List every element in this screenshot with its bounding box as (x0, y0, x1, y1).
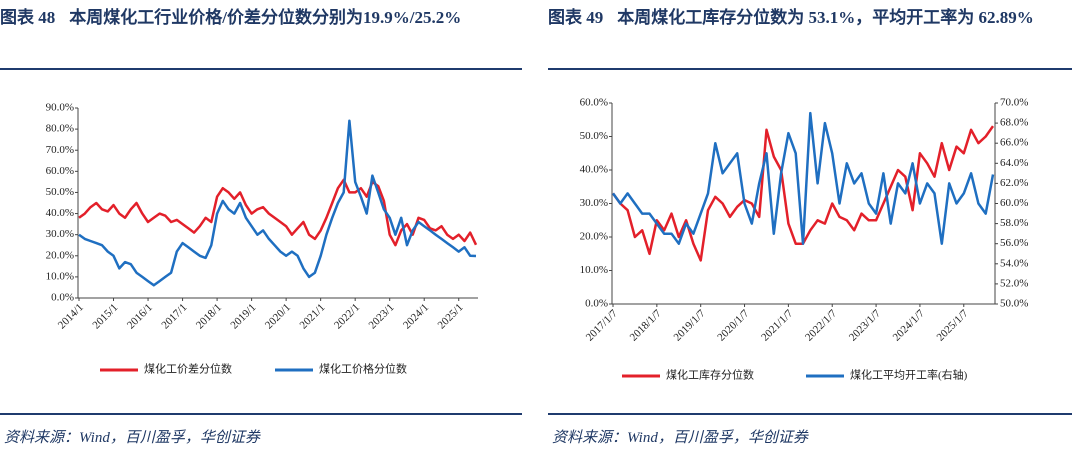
x-tick-label: 2015/1 (90, 301, 120, 331)
y2-tick-label: 52.0% (1000, 277, 1028, 289)
y2-tick-label: 68.0% (1000, 117, 1028, 129)
y2-tick-label: 70.0% (1000, 97, 1028, 109)
rule (548, 68, 1072, 70)
panel: 图表 49 本周煤化工库存分位数为 53.1%，平均开工率为 62.89% 0.0… (548, 0, 1072, 450)
series-line (611, 111, 995, 245)
y2-tick-label: 62.0% (1000, 177, 1028, 189)
y2-tick-label: 60.0% (1000, 197, 1028, 209)
y2-tick-label: 50.0% (1000, 298, 1028, 310)
y2-tick-label: 54.0% (1000, 257, 1028, 269)
chart: 0.0% 10.0% 20.0% 30.0% 40.0% 50.0% 60.0% 50.0% 5… (580, 97, 1029, 382)
x-tick-label: 2018/1/7 (628, 307, 664, 343)
y-tick-label: 40.0% (580, 164, 608, 176)
x-tick-label: 2017/1 (159, 301, 189, 331)
y-tick-label: 30.0% (580, 197, 608, 209)
series-line (78, 178, 478, 247)
y-tick-label: 10.0% (580, 264, 608, 276)
y-tick-label: 90.0% (46, 102, 74, 114)
legend-label: 煤化工库存分位数 (666, 368, 754, 382)
y-tick-label: 50.0% (580, 130, 608, 142)
series-line (78, 119, 477, 287)
y2-tick-label: 56.0% (1000, 237, 1028, 249)
y-tick-label: 50.0% (46, 186, 74, 198)
x-tick-label: 2016/1 (125, 301, 155, 331)
y-tick-label: 40.0% (46, 207, 74, 219)
x-tick-label: 2022/1/7 (803, 307, 839, 343)
y-tick-label: 10.0% (46, 270, 74, 282)
x-tick-label: 2024/1 (401, 301, 431, 331)
x-tick-label: 2019/1 (228, 301, 258, 331)
rule (548, 413, 1072, 415)
y-tick-label: 60.0% (46, 165, 74, 177)
x-tick-label: 2023/1/7 (847, 307, 883, 343)
x-tick-label: 2014/1 (56, 301, 86, 331)
panel: 图表 48 本周煤化工行业价格/价差分位数分别为19.9%/25.2% 0.0% 1… (0, 0, 522, 450)
x-tick-label: 2021/1/7 (759, 307, 795, 343)
x-tick-label: 2025/1/7 (935, 307, 971, 343)
x-tick-label: 2020/1 (263, 301, 293, 331)
header: 图表 48 本周煤化工行业价格/价差分位数分别为19.9%/25.2% (0, 4, 522, 66)
rule (0, 68, 522, 70)
legend-label: 煤化工价格分位数 (319, 362, 407, 376)
y-tick-label: 80.0% (46, 123, 74, 135)
rule (0, 413, 522, 415)
figure-label: 图表 49 (548, 8, 604, 27)
x-tick-label: 2025/1 (436, 301, 466, 331)
chart: 0.0% 10.0% 20.0% 30.0% 40.0% 50.0% 60.0% 70.0% 8… (46, 102, 478, 376)
header: 图表 49 本周煤化工库存分位数为 53.1%，平均开工率为 62.89% (548, 4, 1072, 66)
y-tick-label: 20.0% (580, 231, 608, 243)
x-tick-label: 2020/1/7 (715, 307, 751, 343)
y2-tick-label: 64.0% (1000, 157, 1028, 169)
x-tick-label: 2022/1 (332, 301, 362, 331)
y2-tick-label: 66.0% (1000, 137, 1028, 149)
chart-title: 本周煤化工行业价格/价差分位数分别为19.9%/25.2% (69, 8, 462, 27)
y-tick-label: 70.0% (46, 144, 74, 156)
y-tick-label: 60.0% (580, 97, 608, 109)
source: 资料来源：Wind，百川盈孚，华创证券 (552, 430, 808, 446)
y2-tick-label: 58.0% (1000, 217, 1028, 229)
x-tick-label: 2019/1/7 (671, 307, 707, 343)
x-tick-label: 2017/1/7 (584, 307, 620, 343)
y-tick-label: 0.0% (51, 292, 74, 304)
chart-title: 本周煤化工库存分位数为 53.1%，平均开工率为 62.89% (617, 8, 1034, 27)
x-tick-label: 2021/1 (297, 301, 327, 331)
x-tick-label: 2018/1 (194, 301, 224, 331)
x-tick-label: 2023/1 (367, 301, 397, 331)
y-tick-label: 30.0% (46, 228, 74, 240)
legend-label: 煤化工平均开工率(右轴) (850, 368, 968, 382)
figure-label: 图表 48 (0, 8, 56, 27)
legend-label: 煤化工价差分位数 (144, 362, 232, 376)
source: 资料来源：Wind，百川盈孚，华创证券 (4, 430, 260, 446)
y-tick-label: 0.0% (585, 298, 608, 310)
x-tick-label: 2024/1/7 (891, 307, 927, 343)
y-tick-label: 20.0% (46, 249, 74, 261)
